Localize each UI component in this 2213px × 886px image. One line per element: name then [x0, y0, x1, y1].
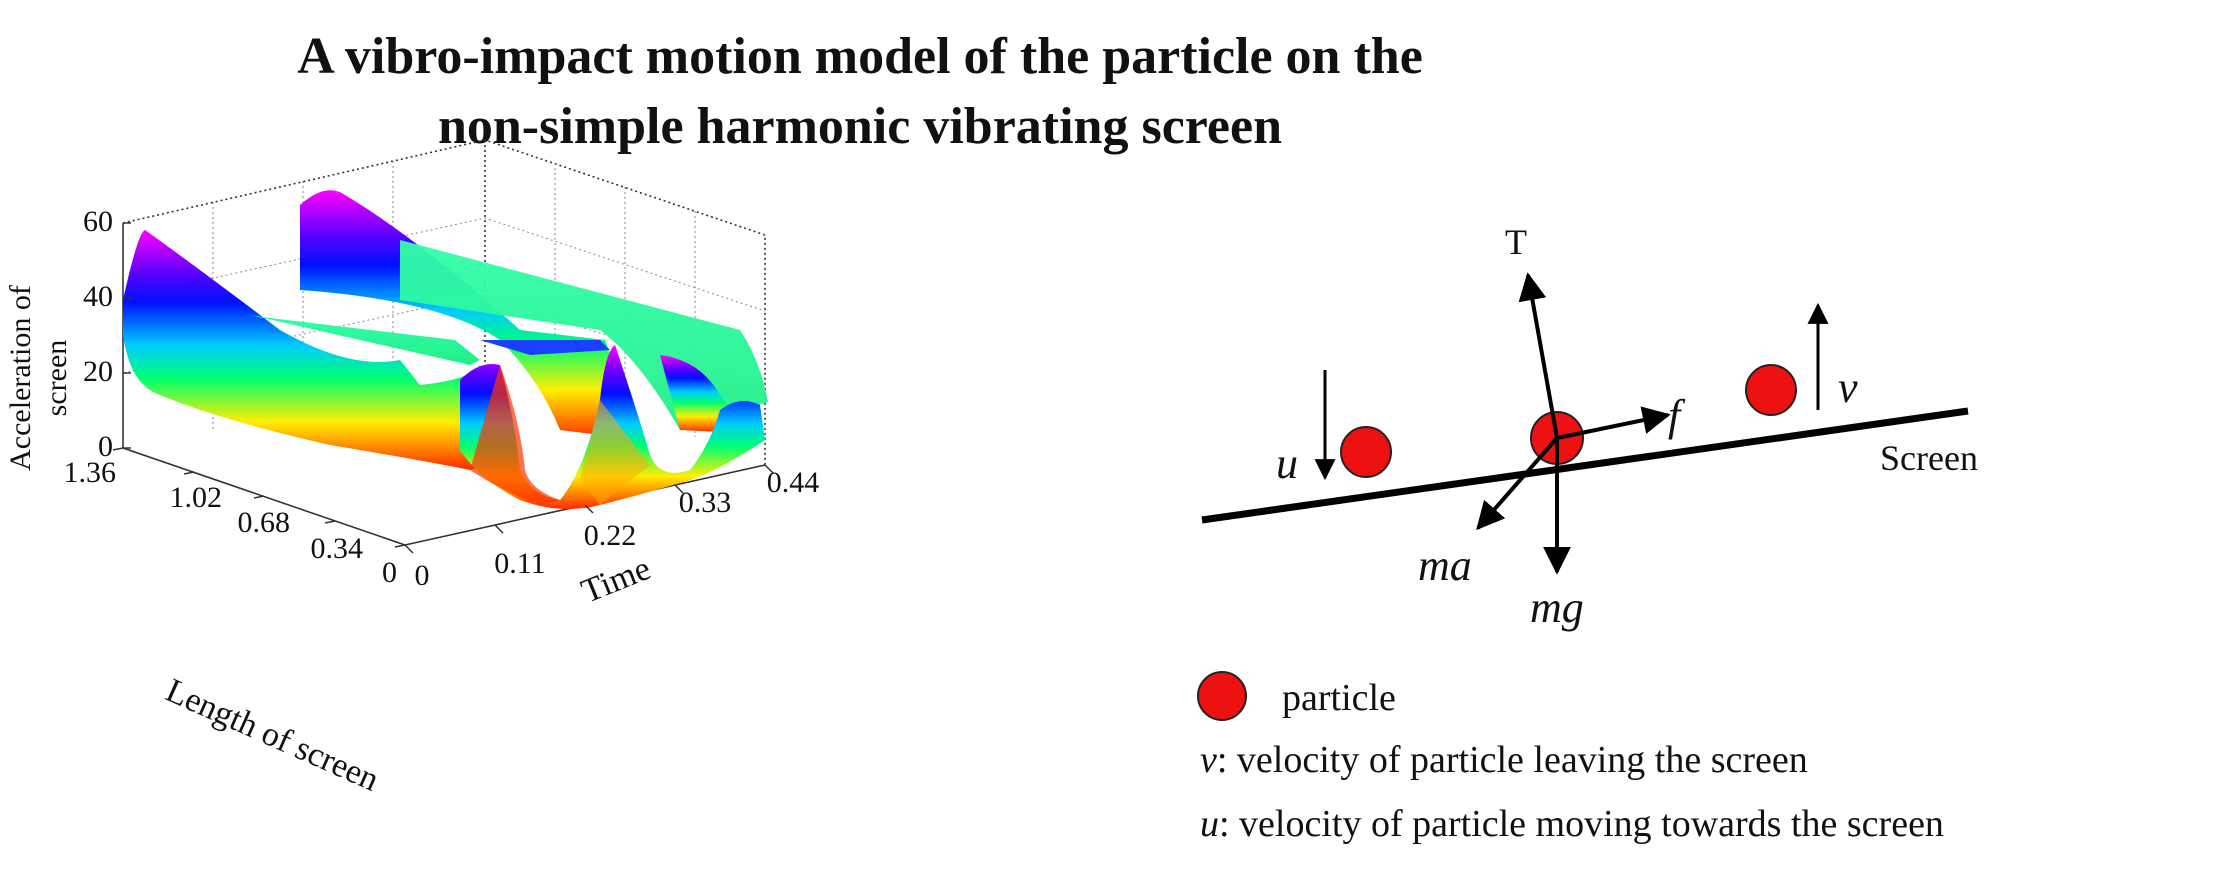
time-tick-0.44: 0.44 — [767, 466, 820, 499]
acceleration-surface — [123, 190, 768, 509]
legend-u-text: : velocity of particle moving towards th… — [1219, 803, 1944, 845]
z-axis-label-line-1: Acceleration of — [4, 285, 37, 471]
z-axis-ticks — [123, 222, 131, 449]
surface-plot-3d: 0 20 40 60 Acceleration of screen 1.36 1… — [4, 139, 820, 799]
length-tick-1.36: 1.36 — [64, 456, 117, 489]
length-axis-label: Length of screen — [160, 672, 384, 799]
screen-label: Screen — [1880, 438, 1978, 478]
legend-v-text: : velocity of particle leaving the scree… — [1217, 739, 1808, 781]
time-tick-0: 0 — [415, 559, 430, 592]
surface-plateau-1 — [250, 315, 480, 365]
time-axis-label: Time — [576, 550, 655, 611]
z-tick-20: 20 — [83, 355, 113, 388]
back-box-edges — [122, 139, 766, 465]
figure-title: A vibro-impact motion model of the parti… — [0, 22, 1720, 162]
surface-ridge-1 — [123, 230, 505, 470]
tension-label: T — [1505, 222, 1527, 262]
force-diagram: Screen T f ma mg u v — [1201, 222, 1978, 632]
particle-leaving — [1745, 364, 1797, 416]
time-axis-ticks — [404, 464, 774, 554]
figure-title-line-2: non-simple harmonic vibrating screen — [437, 98, 1283, 155]
legend-v-symbol: v — [1200, 739, 1217, 781]
legend-v-entry: v: velocity of particle leaving the scre… — [1200, 739, 1808, 781]
legend-particle-label: particle — [1282, 677, 1396, 719]
time-axis-tick-labels: 0 0.11 0.22 0.33 0.44 — [415, 466, 820, 592]
z-tick-0: 0 — [98, 430, 113, 463]
time-tick-0.33: 0.33 — [679, 486, 732, 519]
length-axis-ticks — [112, 447, 406, 548]
time-tick-0.22: 0.22 — [584, 519, 637, 552]
length-tick-0.68: 0.68 — [238, 506, 291, 539]
z-tick-40: 40 — [83, 280, 113, 313]
length-axis-tick-labels: 1.36 1.02 0.68 0.34 0 — [64, 456, 398, 589]
figure-title-line-1: A vibro-impact motion model of the parti… — [297, 28, 1423, 85]
z-axis-label: Acceleration of screen — [4, 285, 73, 471]
surface-ridge-2 — [300, 190, 640, 440]
friction-label: f — [1668, 391, 1686, 440]
leaving-velocity-label: v — [1838, 363, 1858, 412]
gravity-label: mg — [1530, 583, 1584, 632]
z-axis-label-line-2: screen — [40, 340, 73, 417]
incoming-velocity-label: u — [1276, 439, 1298, 488]
inertial-force-label: ma — [1418, 541, 1472, 590]
legend-u-symbol: u — [1200, 803, 1219, 845]
legend-u-entry: u: velocity of particle moving towards t… — [1200, 803, 1944, 845]
legend-particle-marker — [1197, 671, 1247, 721]
z-tick-60: 60 — [83, 205, 113, 238]
time-tick-0.11: 0.11 — [494, 547, 545, 580]
surface-trough-edge — [480, 340, 610, 355]
tension-arrow — [1518, 272, 1559, 439]
screen-line — [1201, 407, 1969, 524]
length-tick-1.02: 1.02 — [170, 481, 223, 514]
legend: particle v: velocity of particle leaving… — [1197, 671, 1944, 845]
length-tick-0: 0 — [382, 556, 397, 589]
length-tick-0.34: 0.34 — [311, 532, 364, 565]
friction-arrow — [1556, 406, 1671, 440]
particle-incoming — [1340, 426, 1392, 478]
z-axis-tick-labels: 0 20 40 60 — [83, 205, 113, 463]
inertial-force-arrow — [1476, 436, 1559, 531]
